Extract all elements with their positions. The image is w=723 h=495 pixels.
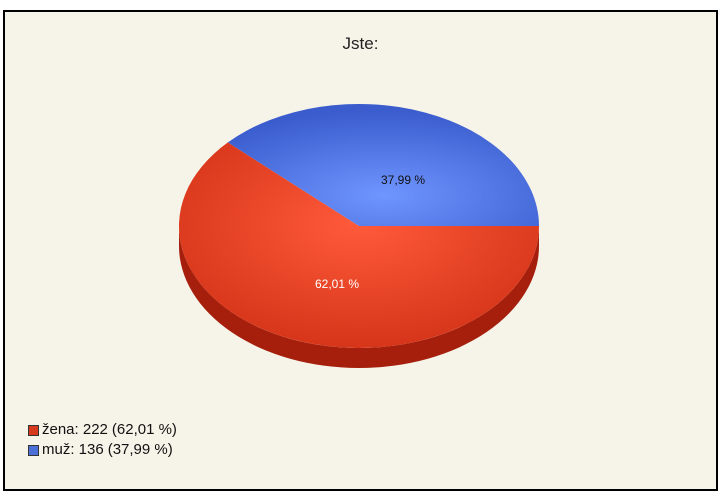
- chart-legend: žena: 222 (62,01 %) muž: 136 (37,99 %): [28, 420, 177, 460]
- pie-label-zena: 62,01 %: [315, 277, 359, 291]
- legend-text-muz: muž: 136: [42, 441, 104, 458]
- pie-slice-zena: [178, 142, 540, 348]
- chart-title: Jste:: [342, 34, 379, 53]
- chart-frame: Jste: 62,01 % 37,99 % žena: 222 (62,01 %)…: [3, 10, 718, 491]
- pie-label-muz: 37,99 %: [381, 173, 425, 187]
- pie-side-wall: [179, 226, 539, 368]
- pie-slice-muz: [227, 104, 539, 226]
- pie-chart: 62,01 % 37,99 %: [178, 104, 540, 368]
- legend-item-zena: žena: 222 (62,01 %): [28, 420, 177, 440]
- legend-pct-muz: (37,99 %): [107, 441, 173, 458]
- legend-swatch-muz: [28, 444, 39, 456]
- legend-text-zena: žena: 222: [42, 421, 108, 438]
- legend-pct-zena: (62,01 %): [111, 421, 177, 438]
- legend-item-muz: muž: 136 (37,99 %): [28, 440, 177, 460]
- legend-swatch-zena: [28, 424, 39, 436]
